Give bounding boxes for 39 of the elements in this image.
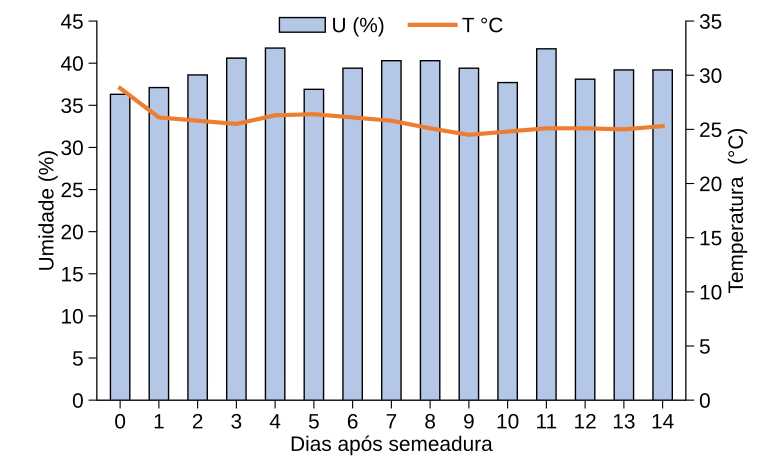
y2-tick-label: 10 [700, 284, 722, 300]
x-tick-label: 4 [270, 414, 280, 428]
y-tick-label: 15 [62, 266, 83, 282]
x-tick-label: 2 [192, 414, 202, 428]
y-tick-label: 45 [60, 14, 83, 29]
x-tick-label: 1 [154, 414, 164, 428]
x-axis-title: Dias após semeadura [292, 436, 493, 456]
x-tick-label: 9 [464, 414, 474, 429]
y2-tick-label: 25 [700, 122, 722, 138]
y-tick-label: 30 [61, 140, 83, 156]
x-tick-label: 10 [498, 414, 518, 429]
y-axis-title: Umidade (%) [38, 151, 58, 270]
y2-tick-label: 20 [700, 176, 722, 192]
y-tick-label: 5 [72, 351, 83, 366]
x-tick-label: 0 [115, 414, 126, 429]
y2-axis-title: Temperatura (°C) [728, 129, 748, 294]
x-tick-label: 3 [231, 414, 242, 429]
y2-tick-label: 0 [700, 393, 710, 408]
y-tick-label: 10 [62, 308, 83, 324]
y-tick-label: 40 [60, 56, 83, 71]
y2-tick-label: 35 [700, 14, 722, 29]
line-series [118, 86, 665, 137]
x-tick-label: 7 [386, 414, 396, 428]
x-tick-label: 13 [614, 414, 635, 429]
y2-tick-label: 5 [700, 339, 710, 354]
y-tick-label: 20 [62, 224, 83, 240]
y-tick-label: 25 [62, 182, 83, 198]
y-tick-label: 0 [72, 393, 83, 408]
x-tick-label: 14 [652, 414, 674, 428]
y2-tick-label: 15 [700, 230, 722, 246]
x-tick-label: 6 [348, 414, 358, 429]
x-tick-label: 11 [537, 414, 556, 428]
y2-tick-label: 30 [700, 68, 722, 83]
y-tick-label: 35 [61, 98, 83, 114]
x-tick-label: 5 [308, 414, 319, 429]
x-tick-label: 8 [425, 414, 436, 429]
legend-label: U (%) [333, 17, 384, 36]
x-tick-label: 12 [575, 414, 596, 428]
legend-label: T °C [462, 18, 503, 32]
